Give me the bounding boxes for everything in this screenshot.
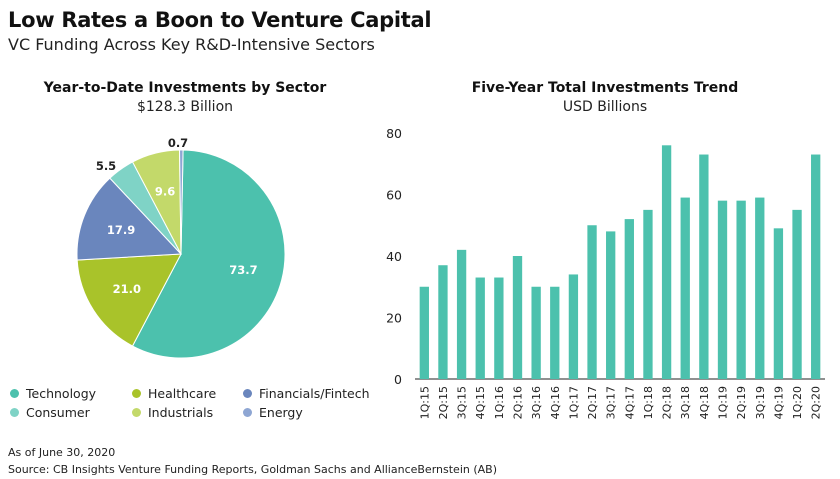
legend-swatch	[132, 408, 141, 417]
y-tick-label: 80	[386, 126, 402, 141]
pie-chart-title: Year-to-Date Investments by Sector	[43, 80, 327, 96]
legend-item: Healthcare	[132, 386, 216, 401]
bar-2Q:18	[661, 145, 672, 379]
x-tick-label: 1Q:17	[567, 386, 580, 419]
legend-item: Energy	[243, 405, 303, 420]
bar-1Q:15	[419, 286, 429, 379]
legend-swatch	[243, 408, 252, 417]
bar-chart: 0 20 40 60 80 1Q:15 2Q:15 3Q:15 4Q:15 1Q:16 2Q:16 3…	[386, 126, 825, 419]
legend-swatch	[10, 389, 19, 398]
bar-1Q:16	[494, 277, 504, 379]
bar-3Q:17	[606, 231, 616, 379]
bar-1Q:20	[792, 209, 802, 379]
x-tick-label: 2Q:16	[512, 386, 525, 419]
bar-2Q:17	[587, 225, 597, 379]
bar-3Q:19	[755, 197, 765, 379]
bar-3Q:16	[531, 286, 541, 379]
bar-1Q:17	[568, 274, 579, 379]
pie-slice-energy	[179, 149, 184, 255]
legend-label: Financials/Fintech	[259, 386, 370, 401]
bar-2Q:20	[811, 154, 821, 379]
legend-label: Industrials	[148, 405, 214, 420]
x-tick-label: 4Q:18	[698, 386, 711, 419]
bar-1Q:19	[717, 200, 728, 379]
bar-chart-title: Five-Year Total Investments Trend	[471, 80, 739, 96]
x-tick-label: 1Q:15	[418, 386, 431, 419]
legend-label: Healthcare	[148, 386, 217, 401]
pie-data-label: 0.7	[168, 136, 188, 150]
y-tick-label: 0	[394, 372, 402, 387]
x-tick-label: 4Q:19	[772, 386, 785, 419]
x-tick-label: 4Q:16	[549, 386, 562, 419]
x-tick-label: 3Q:18	[679, 386, 692, 419]
pie-data-label: 73.7	[229, 263, 257, 277]
legend-label: Energy	[259, 405, 303, 420]
source-note: Source: CB Insights Venture Funding Repo…	[8, 463, 497, 476]
chart-subtitle: VC Funding Across Key R&D-Intensive Sect…	[8, 35, 375, 54]
pie-data-label: 17.9	[107, 223, 135, 237]
bar-4Q:15	[475, 277, 485, 379]
bar-4Q:18	[699, 154, 709, 379]
y-tick-label: 40	[386, 249, 402, 264]
x-tick-label: 1Q:18	[642, 386, 655, 419]
legend-swatch	[10, 408, 19, 417]
x-tick-label: 1Q:19	[717, 386, 730, 419]
as-of-note: As of June 30, 2020	[8, 446, 116, 459]
bar-3Q:18	[680, 197, 690, 379]
bar-4Q:17	[624, 219, 634, 379]
bar-2Q:19	[736, 200, 746, 379]
x-tick-label: 2Q:17	[586, 386, 599, 419]
x-tick-label: 3Q:19	[754, 386, 767, 419]
chart-title: Low Rates a Boon to Venture Capital	[8, 8, 432, 32]
pie-data-label: 9.6	[155, 185, 175, 199]
x-tick-label: 2Q:15	[437, 386, 450, 419]
y-tick-label: 60	[386, 188, 402, 203]
legend-item: Consumer	[10, 405, 90, 420]
x-tick-label: 4Q:15	[474, 386, 487, 419]
pie-chart-subtitle: $128.3 Billion	[136, 99, 234, 115]
x-tick-label: 1Q:16	[493, 386, 506, 419]
legend-swatch	[243, 389, 252, 398]
x-tick-label: 3Q:16	[530, 386, 543, 419]
legend-swatch	[132, 389, 141, 398]
x-tick-label: 3Q:15	[456, 386, 469, 419]
bar-3Q:15	[456, 249, 467, 379]
x-tick-label: 2Q:19	[735, 386, 748, 419]
x-tick-label: 2Q:18	[661, 386, 674, 419]
legend-label: Technology	[26, 386, 97, 401]
pie-chart: 73.7 21.0 17.9 5.5 9.6 0.7	[76, 136, 286, 359]
legend-item: Technology	[10, 386, 96, 401]
legend-label: Consumer	[26, 405, 90, 420]
pie-slice-financials-fintech	[76, 177, 183, 261]
x-tick-label: 4Q:17	[623, 386, 636, 419]
pie-slice-healthcare	[76, 253, 182, 347]
bar-2Q:16	[512, 256, 523, 379]
bar-2Q:15	[438, 265, 448, 379]
bar-4Q:19	[773, 228, 784, 379]
bar-4Q:16	[550, 286, 560, 379]
bar-chart-subtitle: USD Billions	[562, 99, 648, 115]
x-tick-label: 2Q:20	[810, 386, 823, 419]
legend-item: Industrials	[132, 405, 213, 420]
bar-1Q:18	[643, 209, 653, 379]
x-tick-label: 1Q:20	[791, 386, 804, 419]
x-tick-label: 3Q:17	[605, 386, 618, 419]
legend-item: Financials/Fintech	[243, 386, 370, 401]
pie-slice-technology	[131, 149, 286, 359]
pie-data-label: 5.5	[96, 159, 116, 173]
y-tick-label: 20	[386, 311, 402, 326]
pie-data-label: 21.0	[113, 282, 141, 296]
